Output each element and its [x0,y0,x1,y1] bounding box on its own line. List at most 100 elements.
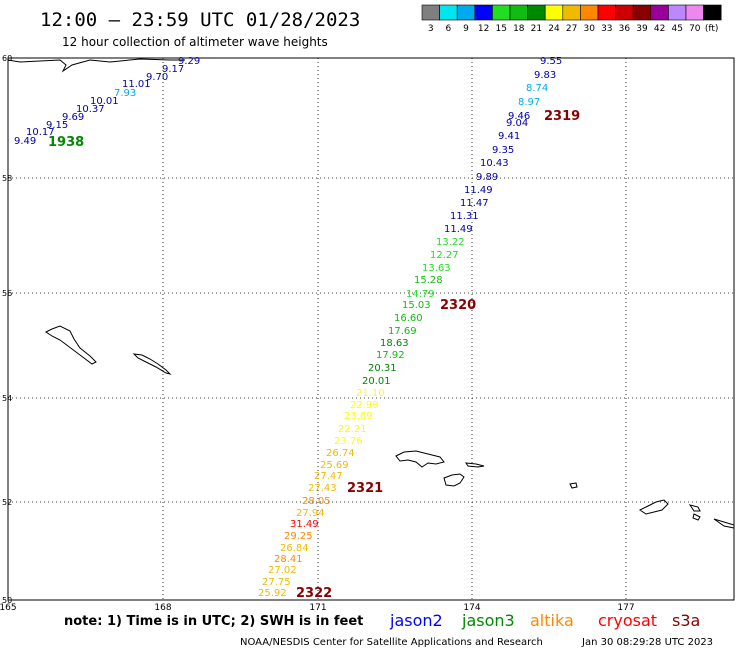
color-legend: 3 6 9 12 15 18 21 24 27 30 33 36 39 42 45 70 (ft) [421,4,722,34]
legend-swatch [632,4,652,21]
track-b-value: 25.69 [320,460,349,471]
lat-label: 56 [2,289,12,298]
legend-swatch [668,4,687,21]
island-attu [45,325,97,365]
footer-note: note: 1) Time is in UTC; 2) SWH is in fe… [64,614,363,629]
lon-label: 168 [154,603,171,613]
track-b-value: 31.49 [290,519,319,530]
track-b-value: 20.31 [368,363,397,374]
footer-credit: NOAA/NESDIS Center for Satellite Applica… [240,637,543,648]
coastlines [7,58,735,529]
legend-swatch [544,4,564,21]
legend-swatch [703,4,722,21]
track-b-value: 18.63 [380,338,409,349]
legend-label: 18 [513,24,525,34]
legend-swatch [562,4,581,21]
lat-label: 52 [2,498,12,507]
legend-swatch [685,4,704,21]
satellite-name-s3a: s3a [672,611,700,630]
legend-label: 39 [636,24,648,34]
track-b-value: 17.69 [388,326,417,337]
track-a-value: 9.69 [62,112,84,123]
legend-swatch [527,4,546,21]
legend-unit-label: (ft) [705,24,719,34]
legend-label: 42 [654,24,665,34]
legend-swatch [456,4,476,21]
satellite-name-jason3: jason3 [461,611,515,630]
track-b-value: 11.49 [464,185,493,196]
lat-label: 50 [2,596,12,605]
map-title: 12:00 – 23:59 UTC 01/28/2023 [40,9,360,31]
satellite-legend: jason2 jason3 altika cryosat s3a [389,611,700,630]
legend-swatch [650,4,669,21]
legend-label: 33 [601,24,612,34]
track-a-value: 9.17 [162,64,184,75]
track-b-value: 29.25 [284,531,313,542]
track-b-value: 11.31 [450,211,479,222]
island-small-1 [569,482,578,489]
track-b-value: 9.89 [476,172,498,183]
legend-swatch [421,4,440,21]
island-atka-2 [692,513,701,521]
legend-label: 70 [689,24,701,34]
legend-label: 36 [619,24,631,34]
footer-timestamp: Jan 30 08:29:28 UTC 2023 [581,637,713,648]
lat-label: 60 [2,54,12,63]
legend-label: 12 [478,24,489,34]
track-b-value: 27.43 [308,483,337,494]
island-atka-3 [713,518,735,529]
track-b-value: 9.04 [506,118,528,129]
track-b-value: 23.69 [344,411,373,422]
track-a-value: 7.93 [114,88,136,99]
legend-label: 15 [495,24,506,34]
track-b-value: 9.46 [508,111,530,122]
island-agattu [132,353,172,375]
legend-label: 21 [531,24,542,34]
island-amchitka [443,473,465,487]
legend-label: 9 [463,24,469,34]
legend-swatch [597,4,616,21]
lon-label: 165 [0,603,17,613]
legend-swatch [492,4,511,21]
island-kiska [395,450,445,468]
legend-label: 3 [428,24,434,34]
lon-label: 174 [463,603,480,613]
pass-time-label: 2319 [544,109,580,124]
legend-label: 30 [583,24,595,34]
track-a-value: 11.01 [122,79,151,90]
legend-label: 6 [446,24,452,34]
track-b-value: 8.74 [526,83,548,94]
legend-label: 45 [671,24,682,34]
track-b-value: 25.92 [258,588,287,599]
satellite-name-altika: altika [530,611,574,630]
track-b-value: 17.92 [376,350,405,361]
track-a-value: 9.49 [14,136,36,147]
track-b-value: 20.01 [362,376,391,387]
map-subtitle: 12 hour collection of altimeter wave hei… [62,35,328,49]
map-frame [7,57,735,601]
track-b-value: 22.21 [338,424,367,435]
lon-label: 177 [617,603,634,613]
track-b-value: 10.43 [480,158,509,169]
track-b-value: 13.22 [436,237,465,248]
lon-label: 171 [309,603,326,613]
pass-time-labels: 1938 2319 2320 2321 2322 [48,109,580,601]
satellite-name-cryosat: cryosat [598,611,657,630]
track-a-value: 10.01 [90,96,119,107]
track-a-value: 9.15 [46,120,68,131]
track-a-value: 9.70 [146,72,168,83]
track-b-value: 15.28 [414,275,443,286]
pass-time-label: 1938 [48,135,84,150]
track-b-value: 23.76 [334,436,363,447]
lat-label: 58 [2,174,12,183]
island-rat [464,462,485,468]
legend-swatch [439,4,458,21]
track-a-value: 9.29 [178,56,200,67]
legend-label: 27 [566,24,577,34]
satellite-name-jason2: jason2 [389,611,443,630]
track-b-value: 14.79 [406,289,435,300]
island-atka-1 [688,504,701,512]
wave-height-tracks: 9.4910.179.159.6910.3710.017.9311.019.70… [14,56,562,599]
